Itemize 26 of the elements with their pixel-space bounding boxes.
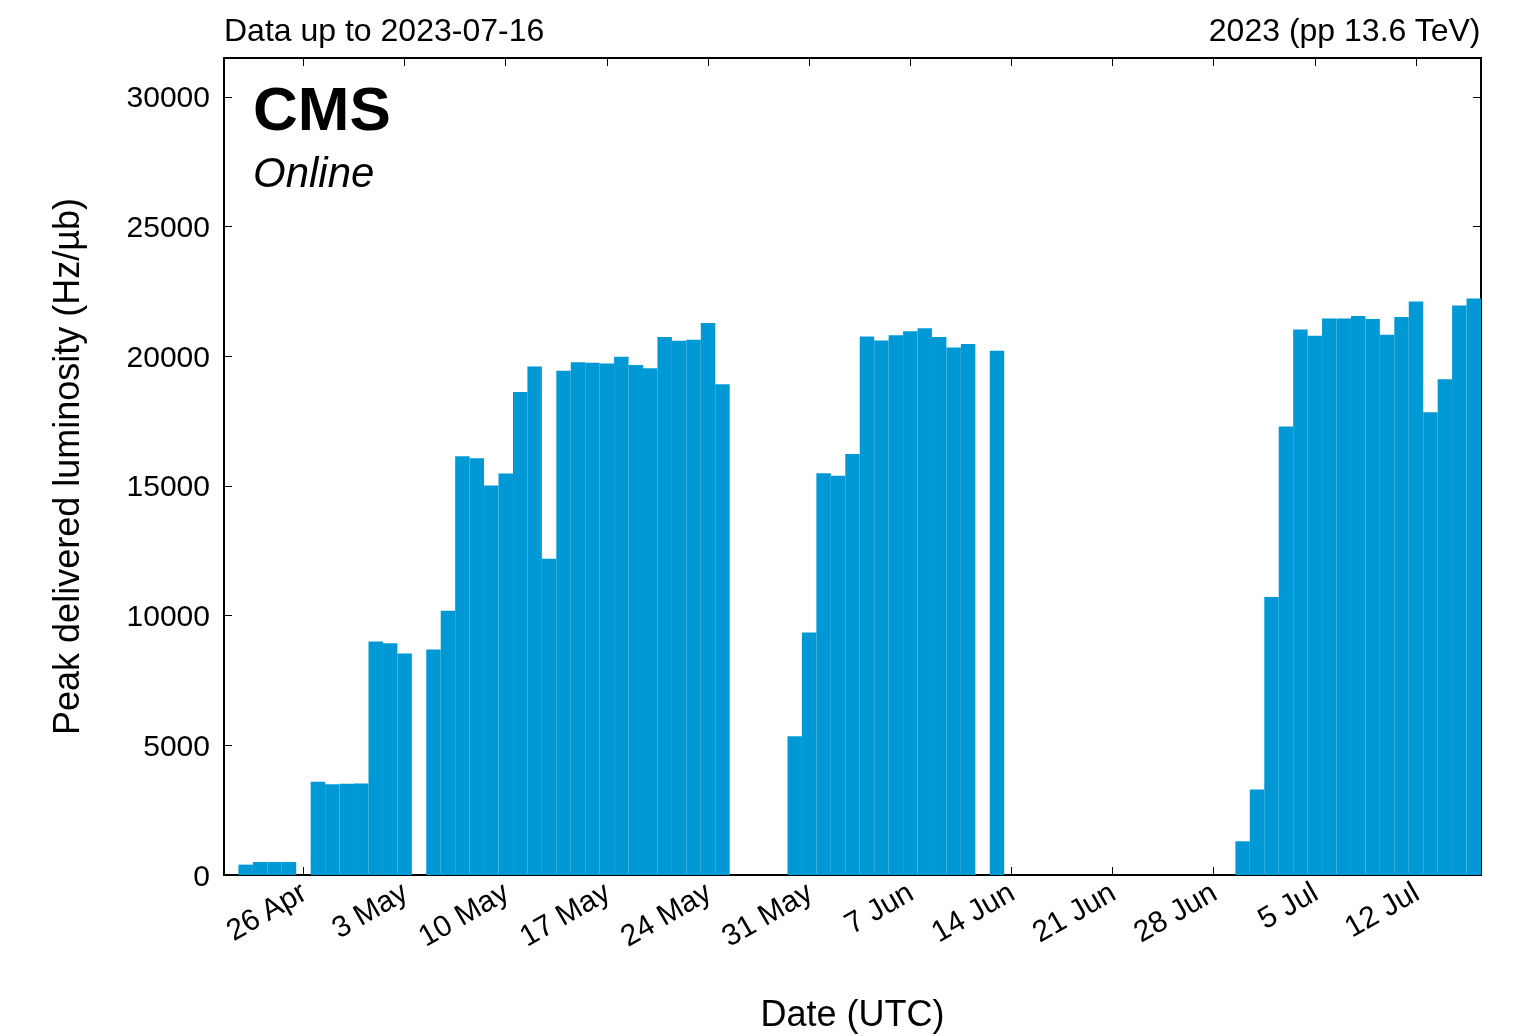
y-tick-label: 20000 (126, 339, 210, 373)
y-tick-label: 25000 (126, 210, 210, 244)
x-tick-label: 31 May (715, 874, 818, 953)
y-tick-label: 15000 (126, 469, 210, 503)
x-tick-label: 14 Jun (925, 874, 1020, 949)
chart-title: CMS (253, 73, 391, 143)
x-axis-title: Date (UTC) (760, 992, 945, 1034)
y-tick-label: 30000 (126, 80, 210, 114)
y-tick-label: 5000 (143, 728, 210, 762)
text: Online (253, 148, 375, 196)
x-tick-label: 12 Jul (1338, 874, 1425, 944)
text: 2023 (pp 13.6 TeV) (1208, 12, 1481, 48)
x-tick-label: 21 Jun (1026, 874, 1121, 949)
x-tick-label: 17 May (513, 874, 616, 953)
x-tick-label: 3 May (325, 874, 413, 945)
bar (989, 350, 1005, 875)
x-tick-label: 7 Jun (838, 874, 919, 940)
x-tick-label: 5 Jul (1251, 874, 1324, 935)
x-tick-label: 28 Jun (1127, 874, 1222, 949)
text: Data up to 2023-07-16 (224, 12, 545, 48)
x-tick-label: 24 May (614, 874, 717, 953)
x-tick-label: 10 May (412, 874, 514, 953)
y-tick-label: 0 (193, 858, 210, 892)
y-axis-title: Peak delivered luminosity (Hz/µb) (45, 198, 87, 735)
x-tick-label: 26 Apr (220, 874, 312, 947)
y-tick-label: 10000 (126, 599, 210, 633)
